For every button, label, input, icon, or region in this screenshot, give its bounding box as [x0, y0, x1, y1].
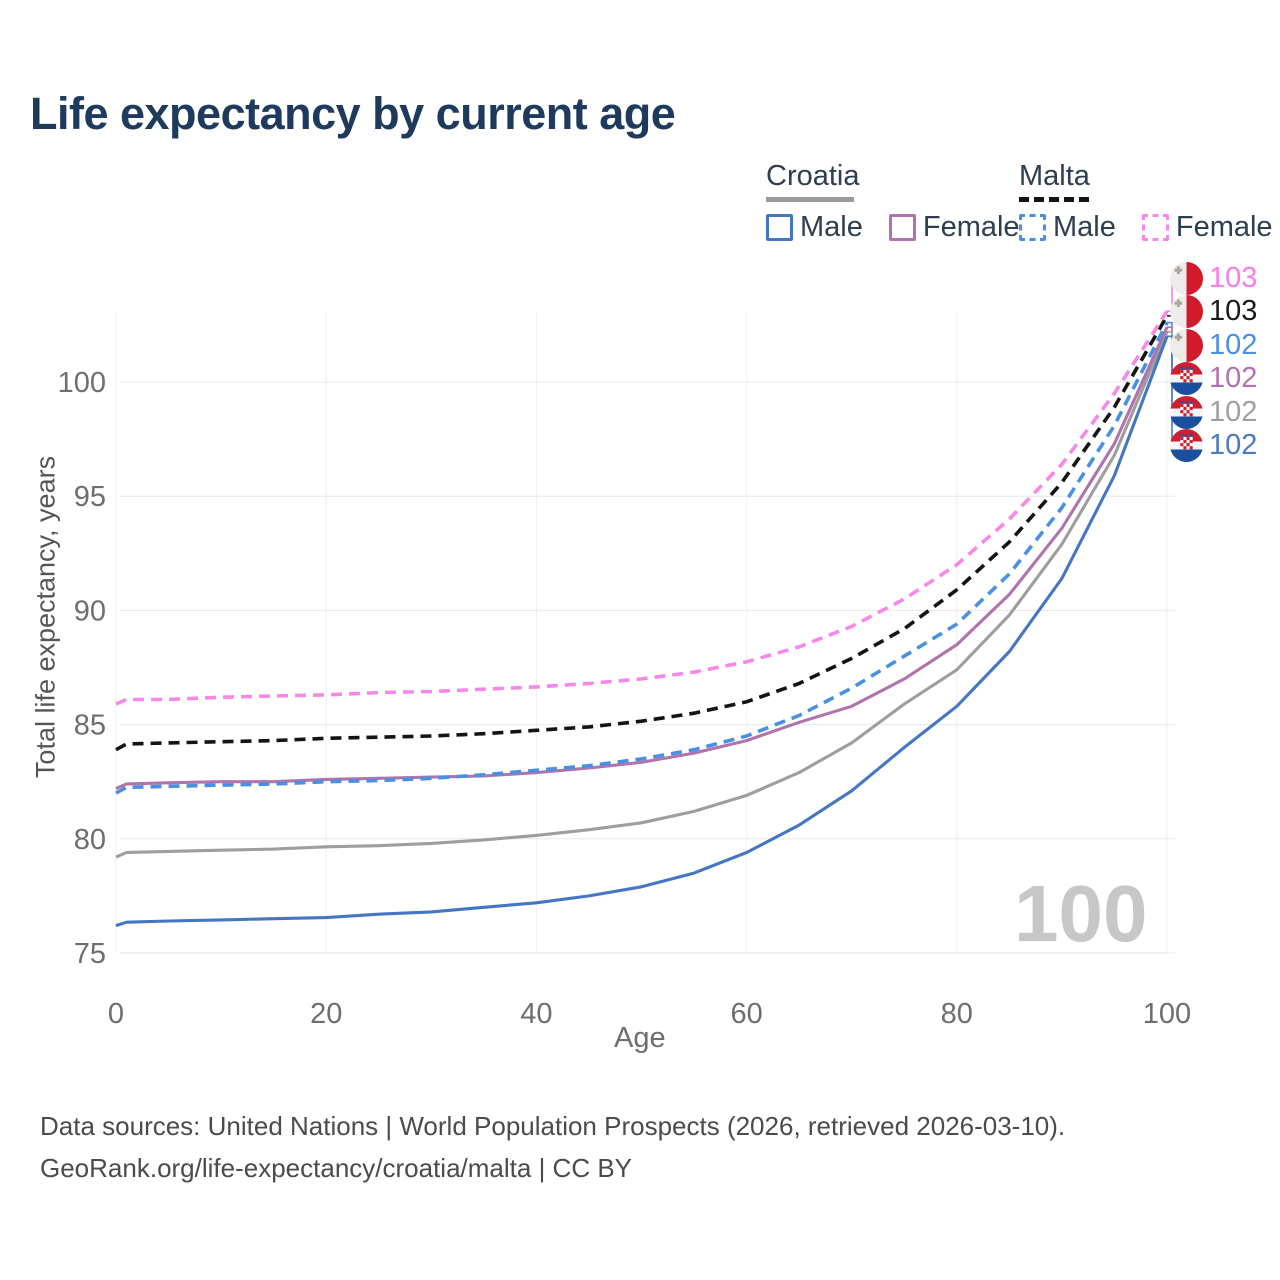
- croatia-flag-icon: [1170, 395, 1203, 429]
- line-malta_female[interactable]: [115, 310, 1169, 706]
- line-croatia_female[interactable]: [115, 326, 1169, 791]
- x-tick-label: 40: [520, 998, 552, 1030]
- line-malta[interactable]: [115, 314, 1169, 752]
- line-croatia_male[interactable]: [115, 335, 1169, 928]
- y-tick-label: 90: [74, 595, 106, 627]
- malta-flag-icon: [1170, 261, 1203, 295]
- malta-flag-icon: [1170, 328, 1203, 362]
- legend-item-malta-female[interactable]: Female: [1141, 211, 1273, 244]
- legend-item-malta-male[interactable]: Male: [1019, 211, 1116, 244]
- hover-age-watermark: 100: [1014, 869, 1148, 958]
- croatia-flag-icon: [1170, 429, 1203, 462]
- end-label-value: 103: [1209, 261, 1258, 294]
- end-label-value: 102: [1209, 328, 1258, 361]
- x-tick-label: 60: [730, 998, 762, 1030]
- legend-malta-male-label: Male: [1053, 211, 1116, 243]
- end-label-croatia_female: 102: [1170, 362, 1257, 395]
- x-axis-title: Age: [614, 1022, 666, 1054]
- end-label-value: 103: [1209, 295, 1258, 327]
- y-tick-label: 95: [74, 481, 106, 513]
- y-gridlines: 75 80 85 90 95 100: [58, 367, 1175, 970]
- end-label-value: 102: [1209, 362, 1258, 394]
- malta-flag-icon: [1170, 295, 1203, 328]
- y-tick-label: 100: [58, 367, 106, 399]
- end-label-malta_female: 103: [1170, 261, 1258, 295]
- footer-sources: Data sources: United Nations | World Pop…: [40, 1111, 1066, 1141]
- y-tick-label: 85: [74, 710, 106, 742]
- line-malta_male[interactable]: [115, 321, 1169, 795]
- legend-item-croatia-male[interactable]: Male: [766, 211, 863, 244]
- y-axis-title: Total life expectancy, years: [30, 455, 61, 779]
- footer-attribution: GeoRank.org/life-expectancy/croatia/malt…: [40, 1153, 633, 1183]
- malta-male-swatch-icon: [1019, 214, 1046, 241]
- legend-group-croatia: Croatia Male Female: [766, 160, 1020, 244]
- end-label-croatia_male: 102: [1170, 429, 1257, 462]
- legend-malta-female-label: Female: [1175, 211, 1273, 243]
- end-label-croatia: 102: [1170, 395, 1258, 429]
- legend-croatia-male-label: Male: [800, 211, 863, 243]
- legend-croatia-title[interactable]: Croatia: [766, 160, 860, 192]
- page-title: Life expectancy by current age: [30, 88, 676, 139]
- croatia-flag-icon: [1170, 362, 1203, 395]
- croatia-female-swatch-icon: [888, 214, 916, 241]
- x-tick-label: 80: [941, 998, 973, 1030]
- end-label-value: 102: [1209, 429, 1258, 461]
- malta-female-swatch-icon: [1141, 214, 1169, 241]
- legend-croatia-underline: [766, 197, 854, 202]
- x-gridlines: 0 20 40 60 80 100: [108, 312, 1191, 1030]
- x-tick-label: 0: [108, 998, 124, 1030]
- legend-group-malta: Malta Male Female: [1019, 160, 1273, 244]
- x-tick-label: 100: [1143, 998, 1191, 1030]
- end-label-malta: 103: [1170, 295, 1257, 328]
- croatia-male-swatch-icon: [766, 214, 793, 241]
- legend-item-croatia-female[interactable]: Female: [888, 211, 1020, 244]
- footer: Data sources: United Nations | World Pop…: [40, 1105, 1065, 1189]
- end-label-malta_male: 102: [1170, 328, 1258, 362]
- legend-croatia-female-label: Female: [922, 211, 1020, 243]
- x-tick-label: 20: [310, 998, 342, 1030]
- legend-malta-title[interactable]: Malta: [1019, 160, 1090, 192]
- y-tick-label: 80: [74, 824, 106, 856]
- legend-malta-underline: [1019, 197, 1089, 202]
- y-tick-label: 75: [74, 938, 106, 970]
- line-croatia[interactable]: [115, 331, 1169, 859]
- end-label-value: 102: [1209, 395, 1258, 428]
